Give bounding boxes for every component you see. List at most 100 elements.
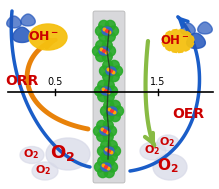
Circle shape [102, 26, 112, 36]
Circle shape [105, 148, 108, 151]
Circle shape [108, 26, 118, 36]
Circle shape [101, 152, 111, 162]
Circle shape [106, 30, 108, 32]
Ellipse shape [20, 146, 44, 163]
Circle shape [104, 112, 114, 122]
Circle shape [110, 70, 112, 72]
Text: ORR: ORR [5, 74, 38, 88]
Circle shape [113, 106, 124, 116]
Ellipse shape [29, 24, 67, 50]
Ellipse shape [101, 87, 111, 95]
Polygon shape [7, 16, 21, 28]
Circle shape [113, 111, 116, 114]
Circle shape [105, 20, 115, 30]
Circle shape [108, 86, 118, 96]
Text: 1.5: 1.5 [150, 77, 166, 87]
Circle shape [103, 72, 113, 82]
Ellipse shape [102, 27, 112, 35]
Circle shape [107, 152, 117, 162]
Text: $\mathbf{O_2}$: $\mathbf{O_2}$ [144, 143, 160, 157]
Circle shape [96, 40, 106, 50]
Circle shape [110, 100, 120, 110]
Circle shape [94, 126, 104, 136]
Circle shape [102, 164, 105, 167]
Circle shape [100, 126, 110, 136]
Circle shape [102, 88, 105, 91]
Ellipse shape [107, 107, 117, 115]
Polygon shape [187, 33, 205, 48]
Circle shape [108, 150, 110, 152]
Polygon shape [13, 27, 31, 43]
Circle shape [99, 66, 110, 76]
Polygon shape [181, 23, 195, 35]
Circle shape [107, 140, 117, 150]
Circle shape [109, 60, 119, 70]
Circle shape [109, 72, 119, 82]
Circle shape [98, 168, 108, 178]
Circle shape [105, 90, 107, 92]
Ellipse shape [46, 138, 90, 170]
Ellipse shape [104, 147, 114, 155]
Circle shape [104, 92, 114, 102]
Circle shape [104, 80, 114, 90]
Circle shape [97, 146, 108, 156]
Ellipse shape [153, 154, 187, 180]
Text: $\mathbf{O_2}$: $\mathbf{O_2}$ [159, 135, 175, 149]
Circle shape [98, 156, 108, 166]
Circle shape [103, 28, 106, 31]
Circle shape [103, 60, 113, 70]
Circle shape [98, 92, 108, 102]
Circle shape [95, 162, 104, 172]
Ellipse shape [101, 163, 111, 171]
Circle shape [101, 128, 104, 131]
Text: $\mathbf{O_2}$: $\mathbf{O_2}$ [157, 157, 179, 175]
Ellipse shape [157, 135, 179, 151]
Circle shape [105, 166, 107, 168]
Circle shape [97, 120, 107, 130]
Circle shape [104, 156, 114, 166]
Circle shape [104, 130, 106, 132]
Circle shape [105, 32, 115, 42]
Circle shape [101, 86, 111, 96]
Ellipse shape [140, 142, 166, 160]
Circle shape [110, 151, 113, 154]
Ellipse shape [100, 127, 110, 135]
Circle shape [104, 168, 114, 178]
Circle shape [106, 131, 109, 134]
Circle shape [112, 71, 115, 74]
Circle shape [103, 120, 113, 130]
Circle shape [101, 106, 111, 116]
Circle shape [107, 106, 117, 116]
Ellipse shape [106, 67, 116, 75]
Circle shape [101, 162, 111, 172]
FancyBboxPatch shape [93, 11, 125, 183]
Circle shape [100, 48, 103, 51]
Circle shape [103, 50, 105, 52]
Text: 0.5: 0.5 [47, 77, 63, 87]
Circle shape [107, 167, 110, 170]
Circle shape [106, 66, 116, 76]
Text: OER: OER [172, 107, 204, 121]
Circle shape [111, 110, 113, 112]
Circle shape [98, 80, 108, 90]
Circle shape [102, 40, 112, 50]
Circle shape [95, 86, 104, 96]
Text: $\mathbf{OH^-}$: $\mathbf{OH^-}$ [160, 33, 190, 46]
Ellipse shape [32, 162, 58, 180]
Polygon shape [198, 22, 212, 34]
Circle shape [101, 140, 111, 150]
Circle shape [92, 46, 102, 56]
Circle shape [99, 32, 109, 42]
Text: $\mathbf{O_2}$: $\mathbf{O_2}$ [35, 163, 51, 177]
Circle shape [99, 20, 109, 30]
Ellipse shape [99, 47, 109, 55]
Text: $\mathbf{OH^-}$: $\mathbf{OH^-}$ [28, 29, 60, 43]
Circle shape [99, 46, 109, 56]
Circle shape [105, 51, 108, 54]
Circle shape [104, 146, 114, 156]
Circle shape [106, 46, 115, 56]
Text: $\mathbf{O_2}$: $\mathbf{O_2}$ [23, 147, 39, 161]
Ellipse shape [162, 29, 194, 53]
Circle shape [104, 100, 114, 110]
Circle shape [107, 91, 110, 94]
